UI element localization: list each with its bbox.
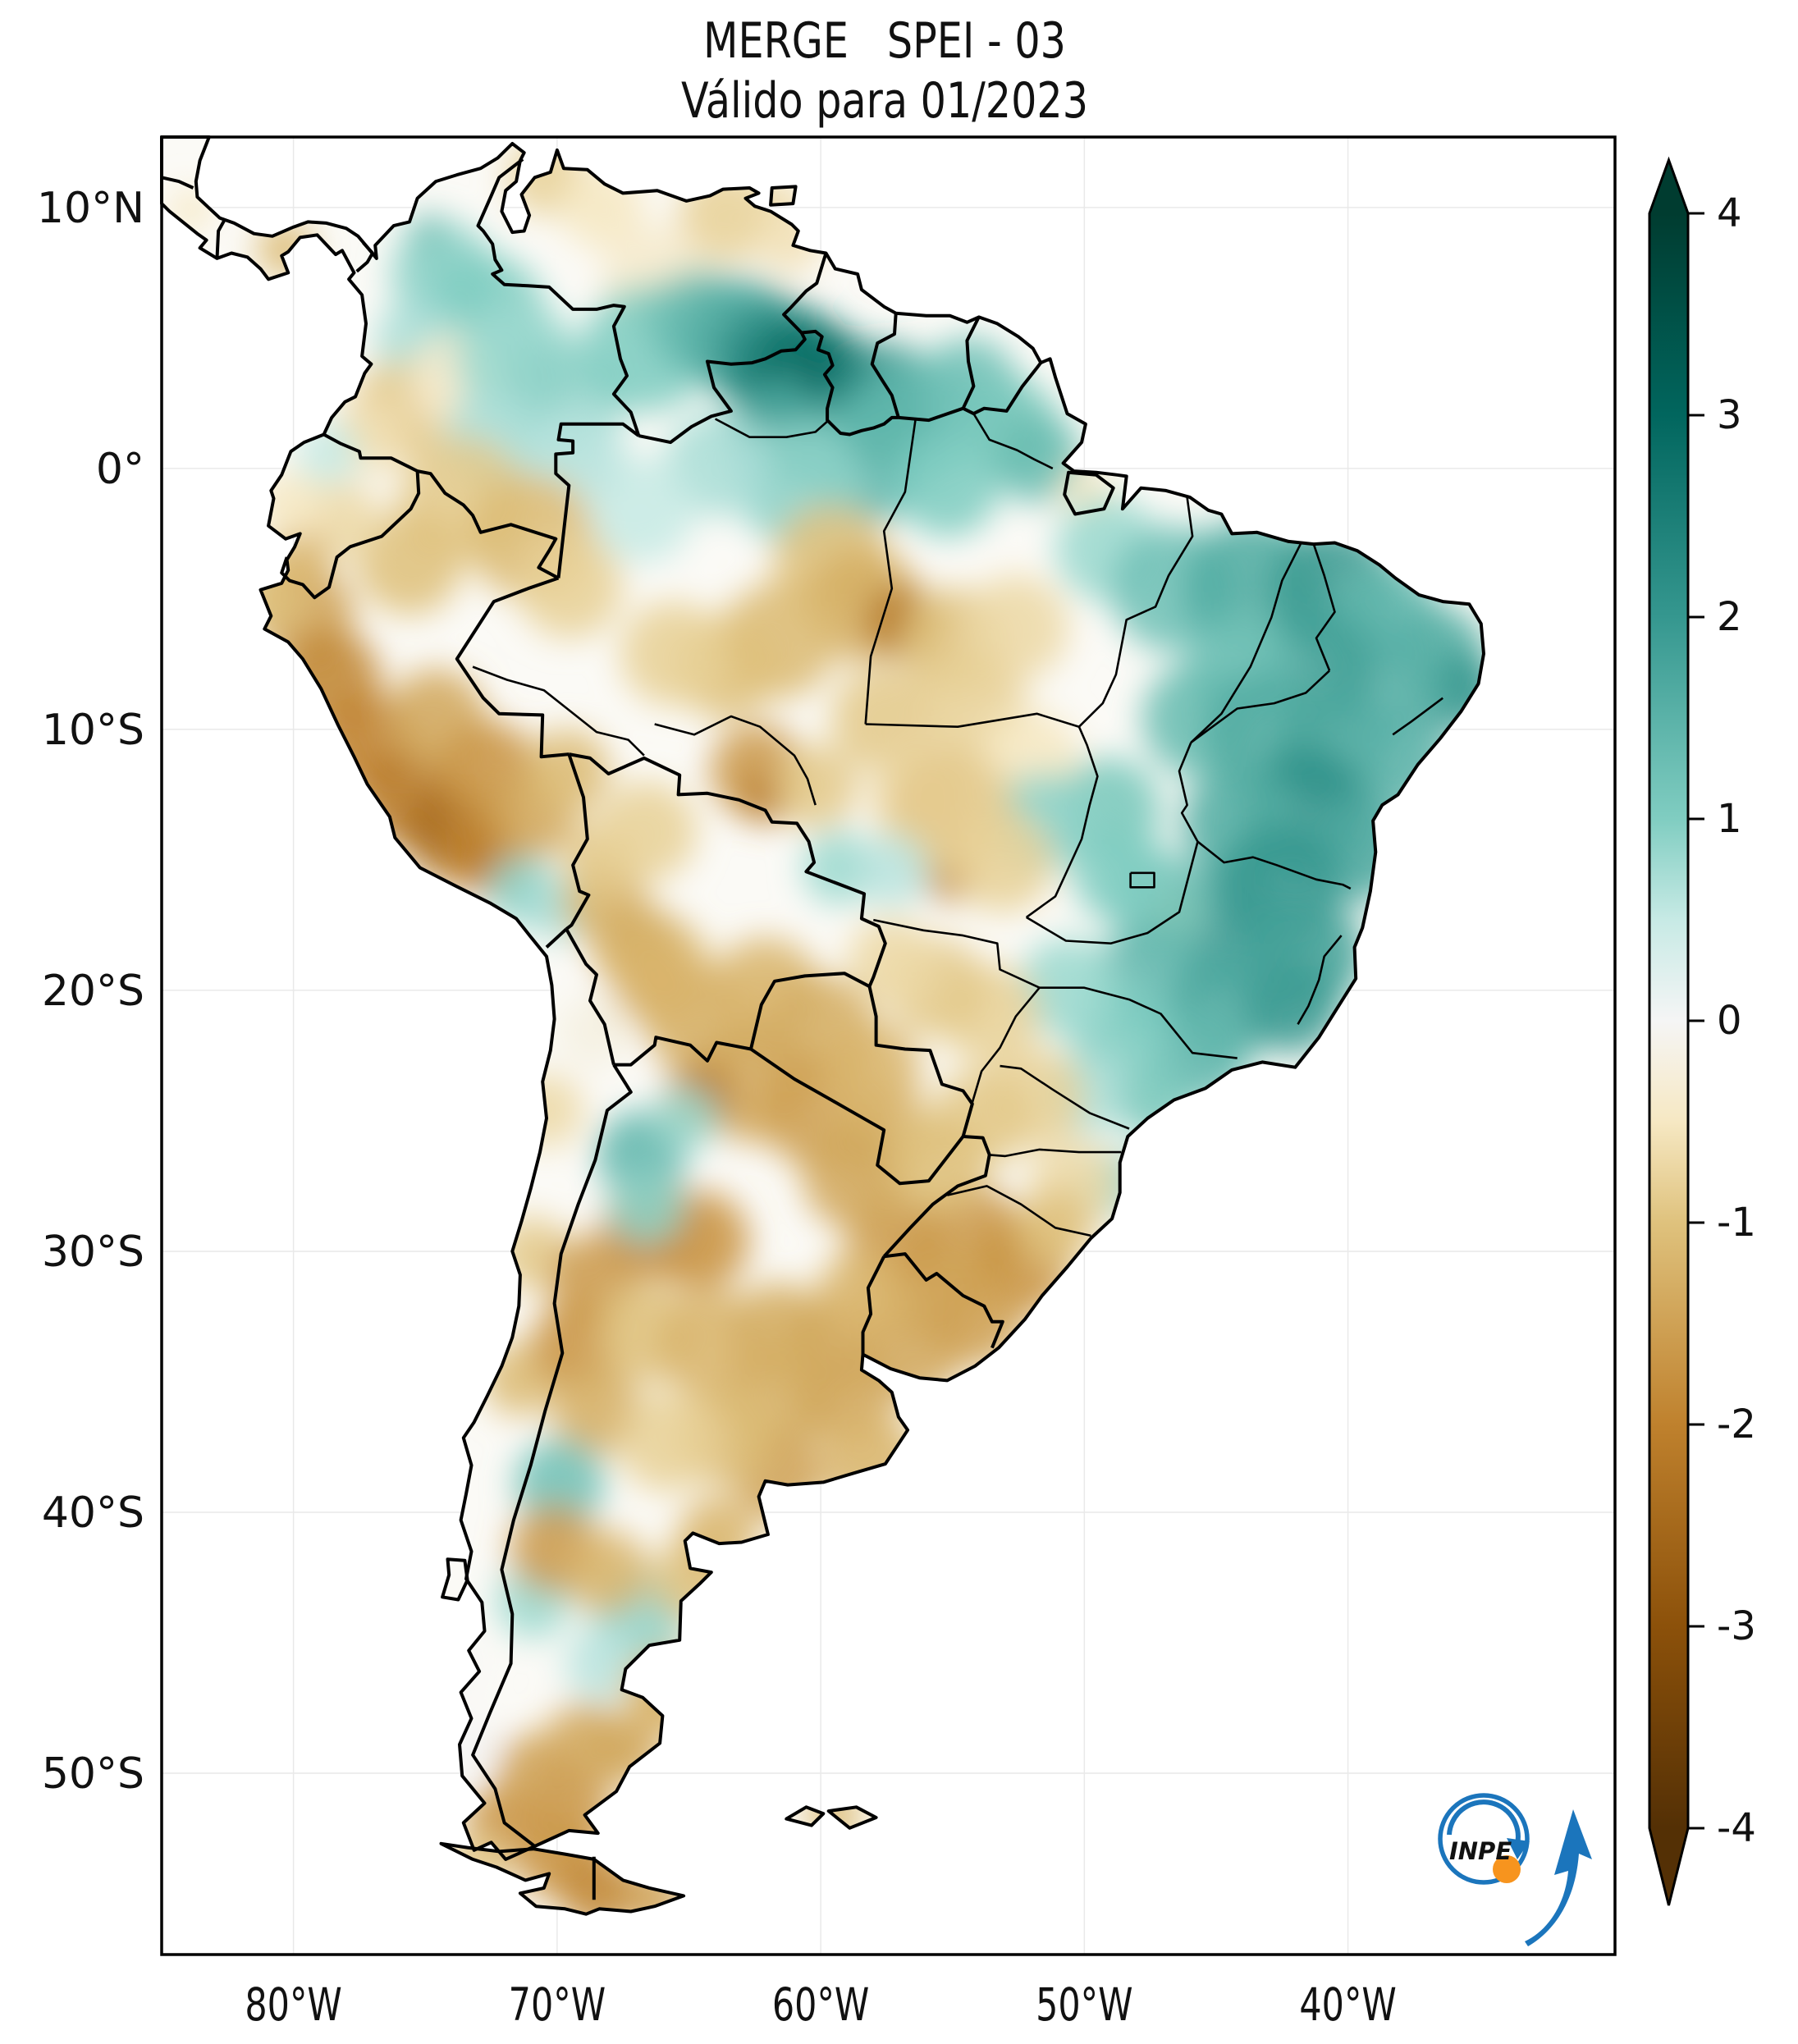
spei-blob bbox=[802, 830, 876, 905]
y-tick-label: 40°S bbox=[42, 1488, 144, 1538]
spei-blob bbox=[612, 940, 702, 1031]
spei-blob bbox=[597, 780, 698, 881]
inpe-logo-circle-icon bbox=[1438, 1793, 1530, 1885]
colorbar-tick-label: -3 bbox=[1717, 1603, 1756, 1649]
spei-blob bbox=[515, 1438, 605, 1529]
x-tick-label: 60°W bbox=[772, 1978, 869, 2032]
y-tick-label: 20°S bbox=[42, 967, 144, 1016]
spei-blob bbox=[530, 405, 626, 501]
spei-blob bbox=[617, 1392, 718, 1493]
spei-blob bbox=[802, 1120, 913, 1232]
y-tick-label: 50°S bbox=[42, 1749, 144, 1799]
spei-blob bbox=[830, 666, 937, 772]
spei-blob bbox=[991, 413, 1082, 503]
spei-blob bbox=[665, 410, 771, 516]
inpe-logo-swoosh-arrow-icon bbox=[1525, 1809, 1592, 1946]
spei-blob bbox=[928, 1271, 1024, 1367]
colorbar-gradient bbox=[1649, 213, 1688, 1828]
spei-blob bbox=[588, 457, 694, 563]
y-tick-label: 0° bbox=[96, 445, 144, 494]
figure-subtitle: Válido para 01/2023 bbox=[681, 71, 1088, 129]
country-borders bbox=[161, 158, 1042, 1900]
spei-blob bbox=[854, 833, 929, 908]
x-axis-tick-labels: 80°W 70°W 60°W 50°W 40°W bbox=[245, 1978, 1396, 2032]
y-tick-label: 10°N bbox=[37, 184, 144, 233]
inpe-logo-spiral-icon bbox=[1447, 1799, 1521, 1845]
colorbar-tick-label: 2 bbox=[1717, 594, 1742, 640]
figure-title: MERGE SPEI - 03 bbox=[703, 11, 1066, 69]
axes-frame bbox=[160, 135, 1617, 1956]
spei-blob bbox=[525, 729, 611, 814]
spei-blob bbox=[963, 574, 1069, 681]
x-tick-label: 80°W bbox=[245, 1978, 341, 2032]
colorbar: 4 3 2 1 0 -1 -2 -3 -4 bbox=[1648, 156, 1756, 1906]
inpe-logo-down-arrowhead-icon bbox=[1507, 1838, 1530, 1859]
inpe-logo: INPE bbox=[1438, 1793, 1592, 1946]
state-borders bbox=[472, 413, 1443, 1237]
x-tick-label: 70°W bbox=[509, 1978, 606, 2032]
spei-blob bbox=[1073, 828, 1169, 923]
spei-blob bbox=[620, 601, 726, 706]
y-tick-label: 10°S bbox=[42, 706, 144, 755]
colorbar-tick-label: 3 bbox=[1717, 392, 1742, 438]
colorbar-tick-label: 0 bbox=[1717, 998, 1742, 1044]
figure-title-block: MERGE SPEI - 03 Válido para 01/2023 bbox=[681, 11, 1088, 129]
colorbar-tick-label: -4 bbox=[1717, 1805, 1756, 1851]
colorbar-tick-label: -2 bbox=[1717, 1402, 1756, 1447]
spei-blob bbox=[886, 1112, 987, 1213]
spei-blob bbox=[894, 431, 1000, 537]
map-area bbox=[160, 135, 1617, 1956]
spei-field bbox=[169, 137, 1484, 1914]
spei-blob bbox=[565, 1530, 650, 1615]
y-tick-label: 30°S bbox=[42, 1228, 144, 1277]
spei-blob bbox=[610, 1169, 684, 1244]
colorbar-tick-label: 4 bbox=[1717, 190, 1742, 236]
inpe-logo-text: INPE bbox=[1449, 1837, 1512, 1865]
spei-blob bbox=[773, 744, 858, 830]
colorbar-tick-label: 1 bbox=[1717, 796, 1742, 842]
spei-blob bbox=[565, 1626, 639, 1701]
colorbar-extend-min bbox=[1649, 1828, 1688, 1905]
x-tick-label: 50°W bbox=[1036, 1978, 1132, 2032]
spei-blob bbox=[654, 1086, 718, 1150]
colorbar-tick-label: -1 bbox=[1717, 1200, 1756, 1246]
inpe-logo-orange-ball-icon bbox=[1493, 1855, 1521, 1883]
spei-blob bbox=[556, 995, 631, 1069]
colorbar-extend-max bbox=[1649, 160, 1688, 213]
spei-blob bbox=[817, 1248, 908, 1338]
x-tick-label: 40°W bbox=[1299, 1978, 1396, 2032]
spei-blob bbox=[952, 812, 1053, 913]
y-axis-tick-labels: 10°N 0° 10°S 20°S 30°S 40°S 50°S bbox=[37, 184, 144, 1799]
coastlines bbox=[160, 135, 1485, 1916]
spei-blob bbox=[1245, 958, 1340, 1054]
